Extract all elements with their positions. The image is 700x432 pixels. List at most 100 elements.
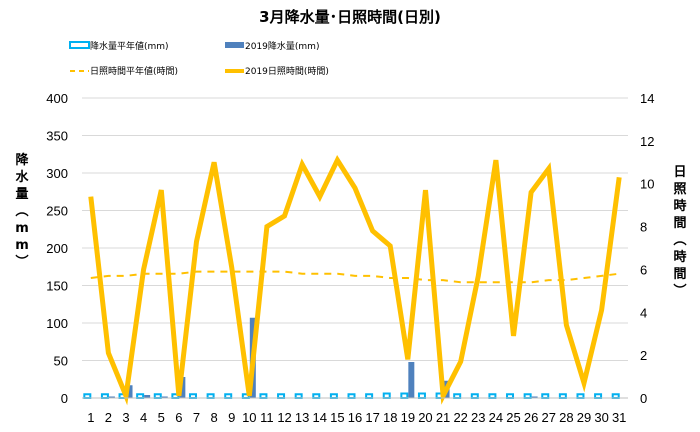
chart-title: 3月降水量･日照時間(日別)	[259, 8, 441, 26]
x-tick-label: 5	[158, 410, 165, 425]
normal-precip-bar	[417, 392, 426, 399]
normal-precip-bar	[136, 393, 145, 399]
legend-label-2019-precip: 2019降水量(mm)	[245, 40, 319, 52]
x-tick-label: 26	[524, 410, 538, 425]
x-tick-label: 13	[295, 410, 309, 425]
normal-precip-bar	[100, 393, 109, 399]
x-tick-label: 3	[122, 410, 129, 425]
normal-precip-bar	[611, 393, 620, 399]
y2-axis-title-char: 時	[673, 249, 686, 265]
normal-precip-bar	[506, 393, 515, 399]
normal-precip-bar	[488, 393, 497, 399]
normal-precip-bar	[541, 393, 550, 399]
legend-label-2019-sunshine: 2019日照時間(時間)	[245, 66, 329, 77]
x-tick-label: 28	[559, 410, 573, 425]
normal-precip-bar	[558, 393, 567, 399]
normal-precip-bar	[576, 393, 585, 399]
y-tick-label: 250	[46, 204, 68, 219]
x-tick-label: 16	[348, 410, 362, 425]
y2-axis-title-char: ︶	[672, 283, 686, 299]
y2-tick-label: 8	[640, 220, 647, 235]
y-tick-label: 400	[46, 91, 68, 106]
x-tick-label: 22	[453, 410, 467, 425]
y-tick-label: 350	[46, 129, 68, 144]
x-tick-label: 2	[105, 410, 112, 425]
x-tick-label: 19	[401, 410, 415, 425]
x-tick-label: 1	[87, 410, 94, 425]
x-tick-label: 29	[577, 410, 591, 425]
x-tick-label: 10	[242, 410, 256, 425]
normal-precip-bar	[83, 393, 92, 399]
x-tick-label: 15	[330, 410, 344, 425]
x-tick-label: 20	[418, 410, 432, 425]
legend-swatch-2019-precip	[225, 42, 244, 48]
y2-tick-label: 12	[640, 134, 654, 149]
y2-tick-label: 2	[640, 348, 647, 363]
y2-tick-label: 14	[640, 91, 654, 106]
legend-label-normal-sunshine: 日照時間平年値(時間)	[90, 65, 178, 77]
normal-precip-bar	[294, 393, 303, 399]
y-axis-title-char: 水	[15, 169, 29, 185]
y2-axis-title-char: 時	[673, 198, 686, 214]
y-axis-title-char: m	[15, 221, 29, 236]
y2-tick-label: 0	[640, 391, 647, 406]
normal-precip-bar	[594, 393, 603, 399]
y-tick-label: 200	[46, 241, 68, 256]
right-axis-ticks: 0 2 4 6 8 10 12 14	[640, 91, 654, 406]
y2-tick-label: 10	[640, 177, 654, 192]
y-tick-label: 150	[46, 279, 68, 294]
normal-precip-bar	[382, 392, 391, 399]
precip-2019-bar	[126, 385, 133, 398]
y2-axis-title-char: 間	[673, 216, 686, 231]
precip-bars	[83, 317, 620, 399]
normal-precip-bar	[224, 393, 233, 399]
normal-precip-bar	[329, 393, 338, 399]
precip-2019-bar	[531, 396, 538, 398]
left-axis-title: 降水量︵mm︶	[14, 152, 29, 270]
y-axis-title-char: ︶	[14, 254, 28, 270]
y2-axis-title-char: 照	[673, 182, 686, 197]
y-axis-title-char: 降	[15, 152, 29, 168]
normal-precip-bar	[188, 393, 197, 399]
y2-axis-title-char: 日	[673, 165, 686, 180]
x-tick-label: 4	[140, 410, 147, 425]
y-axis-title-char: 量	[15, 187, 28, 202]
precip-2019-bar	[144, 395, 151, 398]
x-tick-label: 27	[542, 410, 556, 425]
y2-axis-title-char: ︵	[672, 233, 686, 248]
x-tick-label: 18	[383, 410, 397, 425]
x-tick-label: 12	[277, 410, 291, 425]
x-tick-label: 31	[612, 410, 626, 425]
x-tick-label: 11	[260, 410, 274, 425]
normal-precip-bar	[259, 393, 268, 399]
y2-tick-label: 6	[640, 262, 647, 277]
sunshine-normal-line	[90, 270, 620, 284]
normal-precip-bar	[365, 393, 374, 399]
normal-precip-bar	[453, 393, 462, 399]
legend-swatch-normal-precip	[69, 41, 90, 49]
y2-axis-title-char: 間	[673, 267, 686, 282]
y-axis-title-char: ︵	[14, 204, 28, 219]
legend: 降水量平年値(mm) 2019降水量(mm) 日照時間平年値(時間) 2019日…	[69, 40, 329, 77]
normal-precip-bar	[523, 393, 532, 399]
x-tick-label: 17	[365, 410, 379, 425]
precip-2019-bar	[408, 362, 415, 398]
x-tick-label: 23	[471, 410, 485, 425]
x-tick-label: 8	[210, 410, 217, 425]
y2-tick-label: 4	[640, 305, 647, 320]
normal-precip-bar	[277, 393, 286, 399]
x-tick-label: 30	[594, 410, 608, 425]
x-tick-label: 6	[175, 410, 182, 425]
y-tick-label: 50	[54, 354, 68, 369]
x-tick-label: 24	[489, 410, 503, 425]
precip-2019-bar	[108, 396, 115, 398]
sunshine-lines	[88, 154, 622, 406]
normal-precip-bar	[206, 393, 215, 399]
gridlines	[82, 97, 628, 361]
legend-label-normal-precip: 降水量平年値(mm)	[90, 40, 169, 52]
normal-precip-bar	[470, 393, 479, 399]
sunshine-2019-line	[88, 154, 622, 406]
x-tick-label: 21	[436, 410, 450, 425]
x-tick-label: 9	[228, 410, 235, 425]
